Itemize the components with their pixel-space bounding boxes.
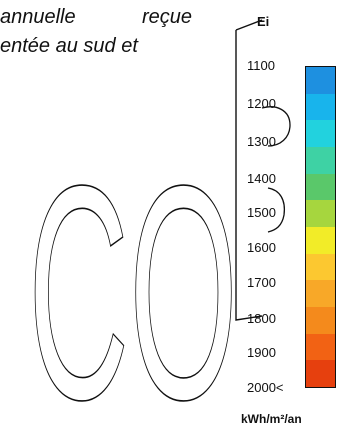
color-band-2 <box>306 93 335 121</box>
color-band-4 <box>306 147 335 174</box>
watermark-letters: CO <box>28 122 238 441</box>
color-band-9 <box>306 280 335 308</box>
color-band-7 <box>306 227 335 254</box>
tick-label-2000: 2000< <box>247 380 284 395</box>
color-scale-bar <box>305 66 336 388</box>
tick-label-1700: 1700 <box>247 275 276 290</box>
tick-label-1600: 1600 <box>247 240 276 255</box>
unit-label: kWh/m²/an <box>241 412 302 426</box>
color-band-3 <box>306 120 335 148</box>
tick-label-1800: 1800 <box>247 311 276 326</box>
color-band-1 <box>306 67 335 94</box>
tick-label-1400: 1400 <box>247 171 276 186</box>
color-band-12 <box>306 360 335 387</box>
color-band-6 <box>306 200 335 228</box>
tick-label-1100: 1100 <box>247 58 275 73</box>
tick-label-1200: 1200 <box>247 96 276 111</box>
color-band-10 <box>306 307 335 334</box>
paragraph-line-2: entée au sud et <box>0 35 138 57</box>
legend-header: Ei <box>257 14 270 29</box>
paragraph-line-1: annuelle reçue <box>0 6 192 28</box>
tick-label-1500: 1500 <box>247 205 276 220</box>
color-band-5 <box>306 173 335 201</box>
color-band-8 <box>306 253 335 281</box>
tick-label-1900: 1900 <box>247 345 276 360</box>
color-band-11 <box>306 333 335 361</box>
tick-label-1300: 1300 <box>247 134 276 149</box>
